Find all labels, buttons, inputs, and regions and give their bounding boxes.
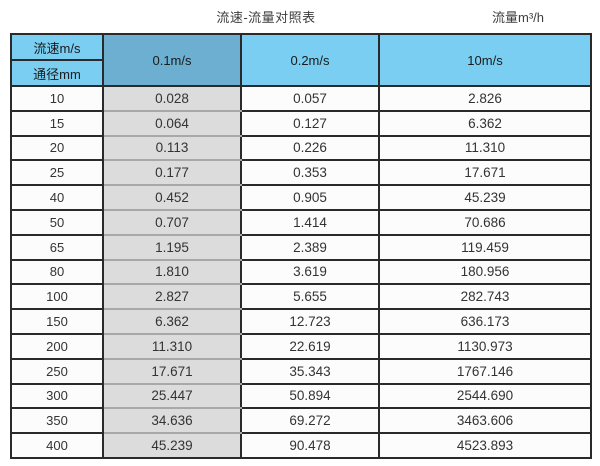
flow-value-cell: 45.239 (102, 432, 242, 459)
table-row: 250 17.671 35.343 1767.146 (10, 357, 592, 385)
flow-unit-label: 流量m³/h (491, 10, 545, 25)
flow-value-cell: 0.177 (102, 159, 242, 187)
diameter-cell: 150 (10, 308, 104, 335)
flow-value-cell: 6.362 (378, 109, 592, 137)
flow-value-cell: 1.810 (102, 258, 242, 286)
table-row: 350 34.636 69.272 3463.606 (10, 407, 592, 435)
flow-value-cell: 22.619 (240, 332, 380, 360)
flow-value-cell: 35.343 (240, 357, 380, 385)
table-row: 200 11.310 22.619 1130.973 (10, 332, 592, 360)
flow-value-cell: 6.362 (102, 308, 242, 335)
flow-value-cell: 5.655 (240, 283, 380, 311)
col-header-0-2ms: 0.2m/s (240, 33, 380, 87)
table-body: 10 0.028 0.057 2.826 15 0.064 0.127 6.362 20 0.11… (10, 85, 592, 459)
diameter-cell: 50 (10, 208, 104, 236)
table-row: 20 0.113 0.226 11.310 (10, 134, 592, 162)
page-title: 流速-流量对照表 (216, 10, 316, 25)
diameter-cell: 20 (10, 134, 104, 162)
flow-value-cell: 34.636 (102, 407, 242, 435)
flow-value-cell: 3463.606 (378, 407, 592, 435)
flow-value-cell: 180.956 (378, 258, 592, 286)
flow-value-cell: 45.239 (378, 184, 592, 211)
flow-value-cell: 11.310 (102, 332, 242, 360)
diameter-cell: 40 (10, 184, 104, 211)
table-row: 15 0.064 0.127 6.362 (10, 109, 592, 137)
corner-velocity-label: 流速m/s (10, 33, 104, 61)
flow-value-cell: 0.353 (240, 159, 380, 187)
flow-value-cell: 0.028 (102, 85, 242, 112)
flow-value-cell: 1.414 (240, 208, 380, 236)
flow-value-cell: 1130.973 (378, 332, 592, 360)
flow-value-cell: 119.459 (378, 233, 592, 261)
flow-value-cell: 90.478 (240, 432, 380, 459)
flow-value-cell: 3.619 (240, 258, 380, 286)
diameter-cell: 200 (10, 332, 104, 360)
flow-value-cell: 4523.893 (378, 432, 592, 459)
table-row: 10 0.028 0.057 2.826 (10, 85, 592, 112)
corner-diameter-label: 通径mm (10, 59, 104, 87)
table-row: 300 25.447 50.894 2544.690 (10, 382, 592, 410)
flow-value-cell: 2.827 (102, 283, 242, 311)
flow-value-cell: 2544.690 (378, 382, 592, 410)
diameter-cell: 15 (10, 109, 104, 137)
flow-value-cell: 0.707 (102, 208, 242, 236)
flow-value-cell: 70.686 (378, 208, 592, 236)
flow-value-cell: 0.905 (240, 184, 380, 211)
table-row: 40 0.452 0.905 45.239 (10, 184, 592, 211)
col-header-0-1ms: 0.1m/s (102, 33, 242, 87)
table-row: 50 0.707 1.414 70.686 (10, 208, 592, 236)
flow-value-cell: 2.826 (378, 85, 592, 112)
diameter-cell: 80 (10, 258, 104, 286)
diameter-cell: 300 (10, 382, 104, 410)
flow-value-cell: 50.894 (240, 382, 380, 410)
flow-value-cell: 2.389 (240, 233, 380, 261)
diameter-cell: 65 (10, 233, 104, 261)
header-row-bottom: 通径mm (10, 59, 591, 87)
flow-value-cell: 11.310 (378, 134, 592, 162)
flow-rate-table: 流速m/s 0.1m/s 0.2m/s 10m/s 通径mm 10 0.028 0.… (10, 33, 592, 459)
title-row: 流速-流量对照表 流量m³/h (0, 0, 600, 33)
flow-value-cell: 1767.146 (378, 357, 592, 385)
diameter-cell: 350 (10, 407, 104, 435)
table-row: 80 1.810 3.619 180.956 (10, 258, 592, 286)
col-header-10ms: 10m/s (378, 33, 592, 87)
table-row: 25 0.177 0.353 17.671 (10, 159, 592, 187)
header-row-top: 流速m/s 0.1m/s 0.2m/s 10m/s (10, 33, 592, 87)
table-header: 流速m/s 0.1m/s 0.2m/s 10m/s 通径mm (10, 33, 592, 87)
table-row: 150 6.362 12.723 636.173 (10, 308, 592, 335)
diameter-cell: 400 (10, 432, 104, 459)
flow-value-cell: 12.723 (240, 308, 380, 335)
table-row: 400 45.239 90.478 4523.893 (10, 432, 592, 459)
flow-value-cell: 25.447 (102, 382, 242, 410)
diameter-cell: 25 (10, 159, 104, 187)
diameter-cell: 250 (10, 357, 104, 385)
flow-value-cell: 0.057 (240, 85, 380, 112)
table-row: 65 1.195 2.389 119.459 (10, 233, 592, 261)
table-row: 100 2.827 5.655 282.743 (10, 283, 592, 311)
flow-value-cell: 17.671 (102, 357, 242, 385)
flow-value-cell: 636.173 (378, 308, 592, 335)
flow-value-cell: 0.452 (102, 184, 242, 211)
flow-value-cell: 1.195 (102, 233, 242, 261)
diameter-cell: 10 (10, 85, 104, 112)
flow-value-cell: 0.127 (240, 109, 380, 137)
flow-value-cell: 282.743 (378, 283, 592, 311)
diameter-cell: 100 (10, 283, 104, 311)
flow-value-cell: 0.064 (102, 109, 242, 137)
flow-value-cell: 17.671 (378, 159, 592, 187)
flow-value-cell: 69.272 (240, 407, 380, 435)
flow-value-cell: 0.113 (102, 134, 242, 162)
flow-value-cell: 0.226 (240, 134, 380, 162)
